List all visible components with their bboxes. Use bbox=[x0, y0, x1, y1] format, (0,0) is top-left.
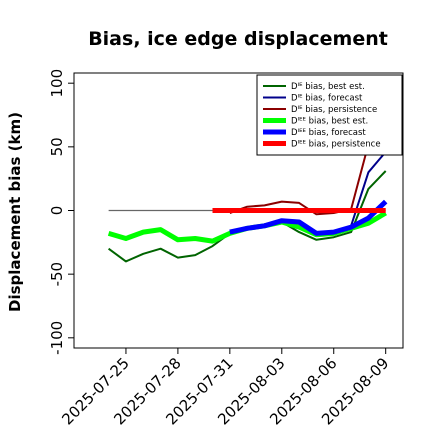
y-tick-label: -100 bbox=[48, 321, 66, 355]
series-line-1 bbox=[108, 170, 387, 263]
legend-label-5: Dᴵᴱᴱ bias, forecast bbox=[291, 128, 366, 138]
legend-label-4: Dᴵᴱᴱ bias, best est. bbox=[291, 117, 368, 127]
y-axis-label: Displacement bias (km) bbox=[6, 112, 24, 312]
legend-label-2: Dᴵᴱ bias, forecast bbox=[291, 94, 363, 104]
chart-title: Bias, ice edge displacement bbox=[88, 28, 388, 50]
series-layer bbox=[107, 130, 388, 263]
legend-label-6: Dᴵᴱᴱ bias, persistence bbox=[291, 140, 381, 150]
y-tick-label: 0 bbox=[48, 206, 66, 216]
y-tick-label: -50 bbox=[48, 262, 66, 287]
series-line-5 bbox=[229, 199, 388, 236]
legend-label-1: Dᴵᴱ bias, best est. bbox=[291, 82, 365, 92]
legend: Dᴵᴱ bias, best est.Dᴵᴱ bias, forecastDᴵᴱ… bbox=[256, 74, 403, 156]
y-tick-label: 100 bbox=[48, 69, 66, 98]
y-tick-label: 50 bbox=[48, 137, 66, 156]
legend-label-3: Dᴵᴱ bias, persistence bbox=[291, 105, 377, 115]
